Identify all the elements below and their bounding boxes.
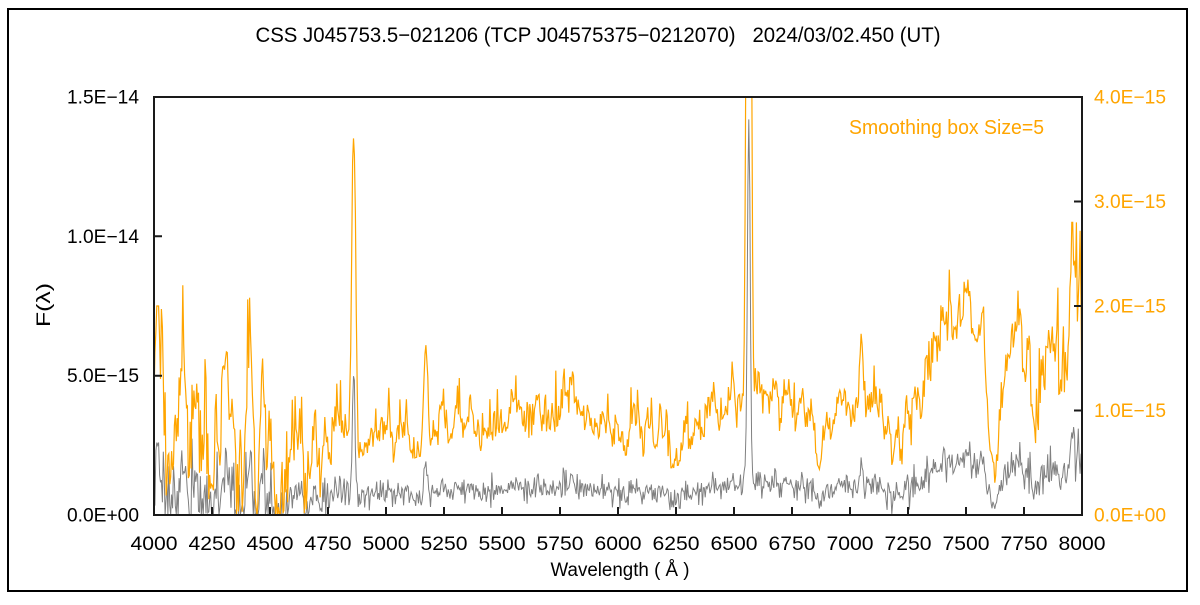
svg-text:5250: 5250 bbox=[421, 534, 468, 555]
svg-text:5.0E−15: 5.0E−15 bbox=[67, 366, 139, 387]
svg-text:CSS J045753.5−021206 (TCP J045: CSS J045753.5−021206 (TCP J04575375−0212… bbox=[256, 24, 941, 47]
svg-text:8000: 8000 bbox=[1059, 534, 1106, 555]
svg-text:1.0E−15: 1.0E−15 bbox=[1094, 401, 1166, 422]
svg-text:4750: 4750 bbox=[305, 534, 352, 555]
svg-text:7750: 7750 bbox=[1001, 534, 1048, 555]
svg-text:4000: 4000 bbox=[131, 534, 178, 555]
svg-text:1.0E−14: 1.0E−14 bbox=[67, 227, 139, 248]
svg-text:6250: 6250 bbox=[653, 534, 700, 555]
svg-text:5500: 5500 bbox=[479, 534, 526, 555]
svg-text:5750: 5750 bbox=[537, 534, 584, 555]
svg-text:3.0E−15: 3.0E−15 bbox=[1094, 192, 1166, 213]
svg-text:F(λ): F(λ) bbox=[34, 283, 55, 327]
svg-text:0.0E+00: 0.0E+00 bbox=[1094, 506, 1166, 527]
svg-text:7000: 7000 bbox=[827, 534, 874, 555]
svg-text:7250: 7250 bbox=[885, 534, 932, 555]
svg-text:5000: 5000 bbox=[363, 534, 410, 555]
svg-text:4.0E−15: 4.0E−15 bbox=[1094, 88, 1166, 109]
svg-text:6750: 6750 bbox=[769, 534, 816, 555]
svg-text:7500: 7500 bbox=[943, 534, 990, 555]
svg-text:4250: 4250 bbox=[189, 534, 236, 555]
svg-text:Smoothing box Size=5: Smoothing box Size=5 bbox=[849, 117, 1044, 139]
svg-text:2.0E−15: 2.0E−15 bbox=[1094, 297, 1166, 318]
svg-text:0.0E+00: 0.0E+00 bbox=[67, 506, 139, 527]
svg-text:6000: 6000 bbox=[595, 534, 642, 555]
svg-text:4500: 4500 bbox=[247, 534, 294, 555]
svg-text:Wavelength ( Å ): Wavelength ( Å ) bbox=[551, 560, 690, 581]
svg-text:6500: 6500 bbox=[711, 534, 758, 555]
svg-text:1.5E−14: 1.5E−14 bbox=[67, 88, 139, 109]
